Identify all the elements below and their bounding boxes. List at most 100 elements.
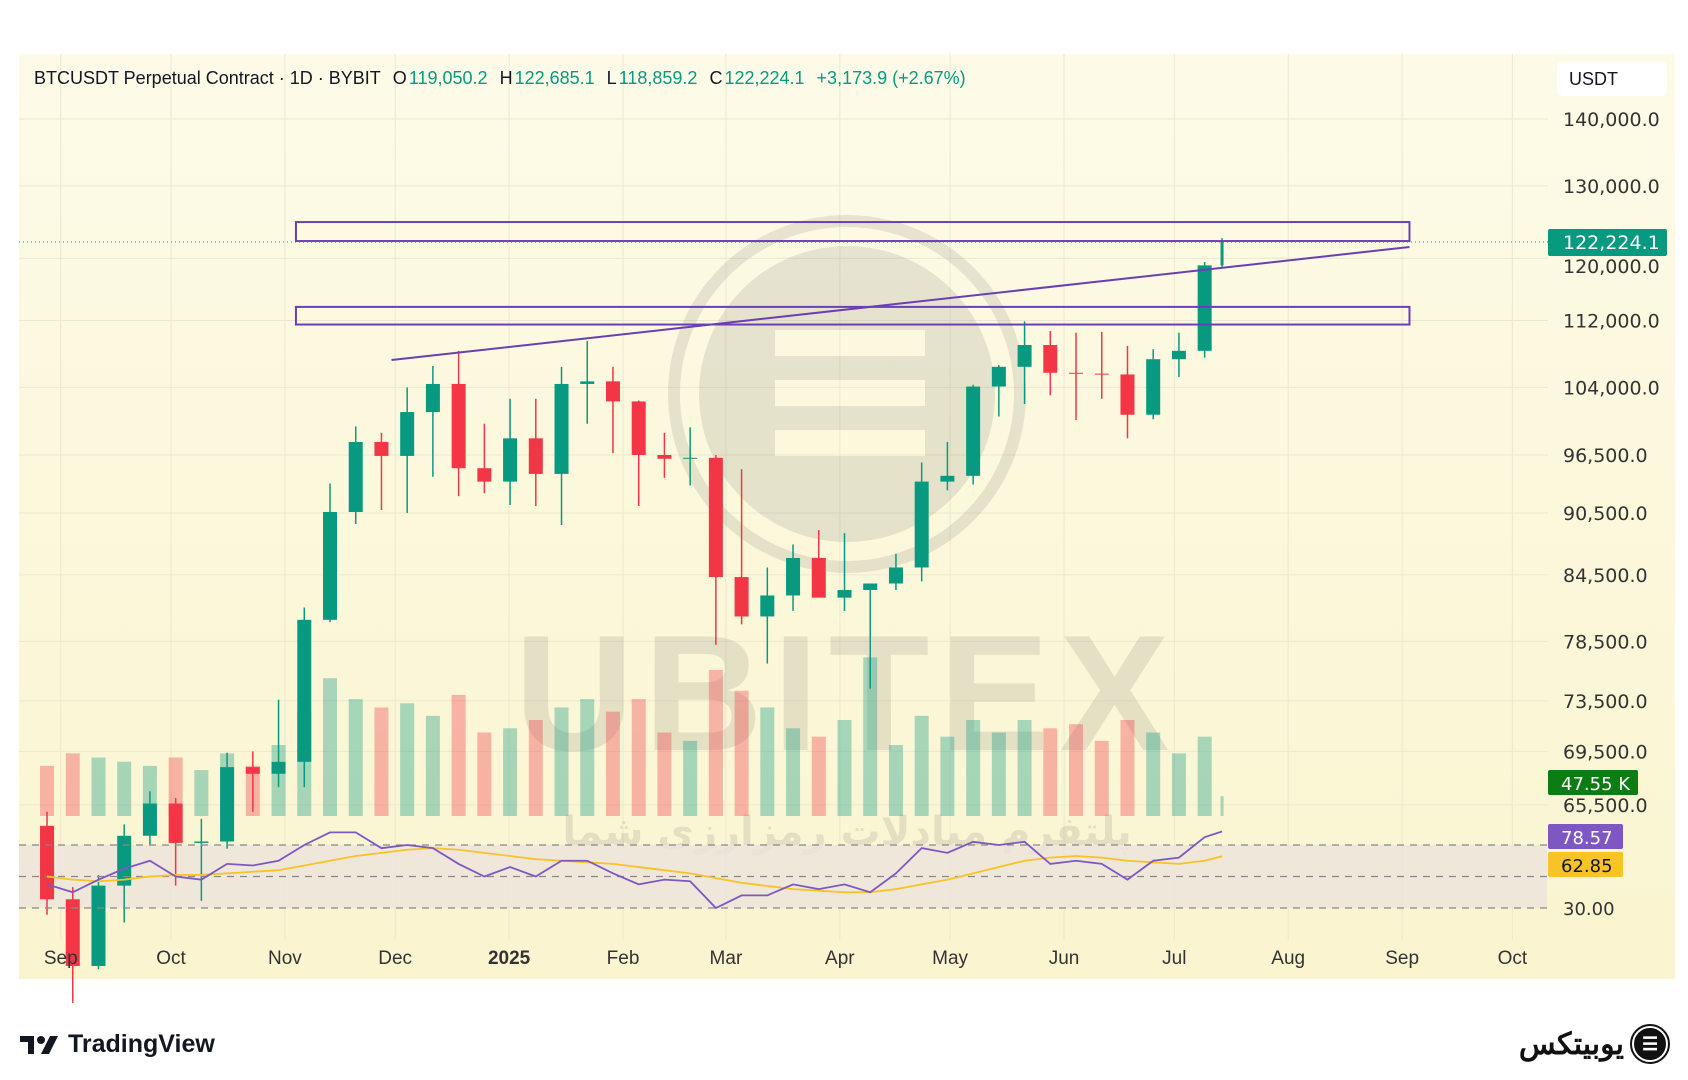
volume-bar xyxy=(580,699,595,816)
volume-bar xyxy=(683,740,698,816)
symbol-title[interactable]: BTCUSDT Perpetual Contract · 1D · BYBIT xyxy=(34,68,381,88)
volume-bar xyxy=(657,732,672,816)
volume-badge xyxy=(1548,770,1638,795)
price-axis[interactable]: 140,000.0 130,000.0 120,000.0 112,000.0 104,… xyxy=(1563,109,1660,817)
candle-body xyxy=(220,767,235,842)
candle-body xyxy=(657,455,672,459)
time-tick: Mar xyxy=(710,948,743,969)
rsi-ma-badge xyxy=(1548,852,1623,877)
drawings[interactable] xyxy=(294,221,1411,362)
volume-bar xyxy=(348,699,363,816)
candle-body xyxy=(142,803,157,836)
low-value: 118,859.2 xyxy=(618,68,698,88)
volume-bar xyxy=(65,753,80,816)
candle-body xyxy=(554,383,569,474)
candle-body xyxy=(1171,350,1186,360)
open-value: 119,050.2 xyxy=(408,68,488,88)
last-price-badge xyxy=(1548,229,1667,256)
candle-body xyxy=(297,619,312,762)
candle-body xyxy=(425,383,440,413)
candle-body xyxy=(245,767,260,774)
candle-body xyxy=(1069,372,1084,374)
time-tick: Jun xyxy=(1049,948,1080,969)
candle-body xyxy=(1220,241,1224,266)
rsi-line xyxy=(46,830,1223,910)
candle-body xyxy=(1043,345,1058,373)
candle-body xyxy=(863,583,878,591)
ubitex-wordmark: یوبیتکس xyxy=(1518,1027,1624,1061)
volume-bar xyxy=(1094,740,1109,816)
volume-bar xyxy=(811,736,826,816)
candle-body xyxy=(580,381,595,384)
time-tick: 2025 xyxy=(488,948,531,969)
volume-bar xyxy=(1197,736,1212,816)
candle-body xyxy=(451,383,466,469)
volume-bar xyxy=(1043,728,1058,816)
axis-badges: 122,224.1 47.55 K 78.57 62.85 30.00 xyxy=(1548,229,1667,920)
time-tick: Feb xyxy=(607,948,640,969)
svg-text:UBITEX: UBITEX xyxy=(514,601,1179,785)
candle-body xyxy=(631,401,646,456)
price-tick: 73,500.0 xyxy=(1563,691,1648,713)
price-tick: 84,500.0 xyxy=(1563,565,1648,587)
price-tick: 140,000.0 xyxy=(1563,109,1660,131)
candle-body xyxy=(786,557,801,596)
candle-body xyxy=(374,441,389,456)
resistance-zone xyxy=(294,305,1411,326)
change-value: +3,173.9 (+2.67%) xyxy=(816,68,966,88)
volume-bar xyxy=(91,757,106,816)
volume-bar xyxy=(1017,719,1032,816)
price-tick: 78,500.0 xyxy=(1563,631,1648,653)
high-value: 122,685.1 xyxy=(514,68,595,88)
candle-body xyxy=(400,412,415,456)
volume-bar xyxy=(168,757,183,816)
low-label: L xyxy=(606,68,617,88)
time-tick: Oct xyxy=(156,948,186,969)
volume-bar xyxy=(142,765,157,816)
candle-body xyxy=(605,381,620,402)
legend-header: BTCUSDT Perpetual Contract · 1D · BYBIT … xyxy=(34,68,968,89)
time-tick: Jul xyxy=(1162,948,1186,969)
time-tick: Apr xyxy=(825,948,855,969)
candle-body xyxy=(323,511,337,620)
volume-bar xyxy=(477,732,492,816)
volume-bar xyxy=(528,719,543,816)
rsi-ma-line xyxy=(46,847,1223,894)
volume-bar xyxy=(194,770,209,816)
price-tick: 96,500.0 xyxy=(1563,445,1648,467)
volume-bar xyxy=(323,678,337,816)
volume-bar xyxy=(1146,732,1161,816)
volume-bar xyxy=(374,707,389,816)
time-tick: Sep xyxy=(44,948,78,969)
price-tick: 90,500.0 xyxy=(1563,503,1648,525)
volume-bar xyxy=(451,694,466,816)
candle-body xyxy=(65,899,80,966)
trendline xyxy=(391,245,1410,362)
volume-label: 47.55 K xyxy=(1561,774,1631,795)
high-label: H xyxy=(499,68,513,88)
price-tick: 120,000.0 xyxy=(1563,256,1660,278)
candle-body xyxy=(1120,374,1135,415)
volume-bar xyxy=(1220,796,1224,816)
open-label: O xyxy=(392,68,407,88)
grid xyxy=(19,54,1548,940)
time-tick: Sep xyxy=(1385,948,1419,969)
volume-bar xyxy=(940,736,955,816)
ubitex-icon: ☰ xyxy=(1630,1024,1670,1064)
candle-body xyxy=(503,438,518,482)
rsi-pane xyxy=(19,830,1548,910)
volume-bar xyxy=(40,765,55,816)
time-tick: Nov xyxy=(268,948,302,969)
time-axis[interactable]: Sep Oct Nov Dec 2025 Feb Mar Apr May Jun Jul Aug Sep… xyxy=(44,948,1528,969)
close-label: C xyxy=(709,68,723,88)
currency-selector[interactable]: USDT xyxy=(1557,62,1667,96)
candles xyxy=(40,238,1224,1003)
volume-bar xyxy=(1120,719,1135,816)
chart-background xyxy=(19,54,1675,979)
candle-body xyxy=(708,457,723,578)
candle-body xyxy=(760,595,775,617)
volume-bar xyxy=(425,715,440,816)
candle-body xyxy=(117,835,132,886)
volume-bar xyxy=(760,707,775,816)
